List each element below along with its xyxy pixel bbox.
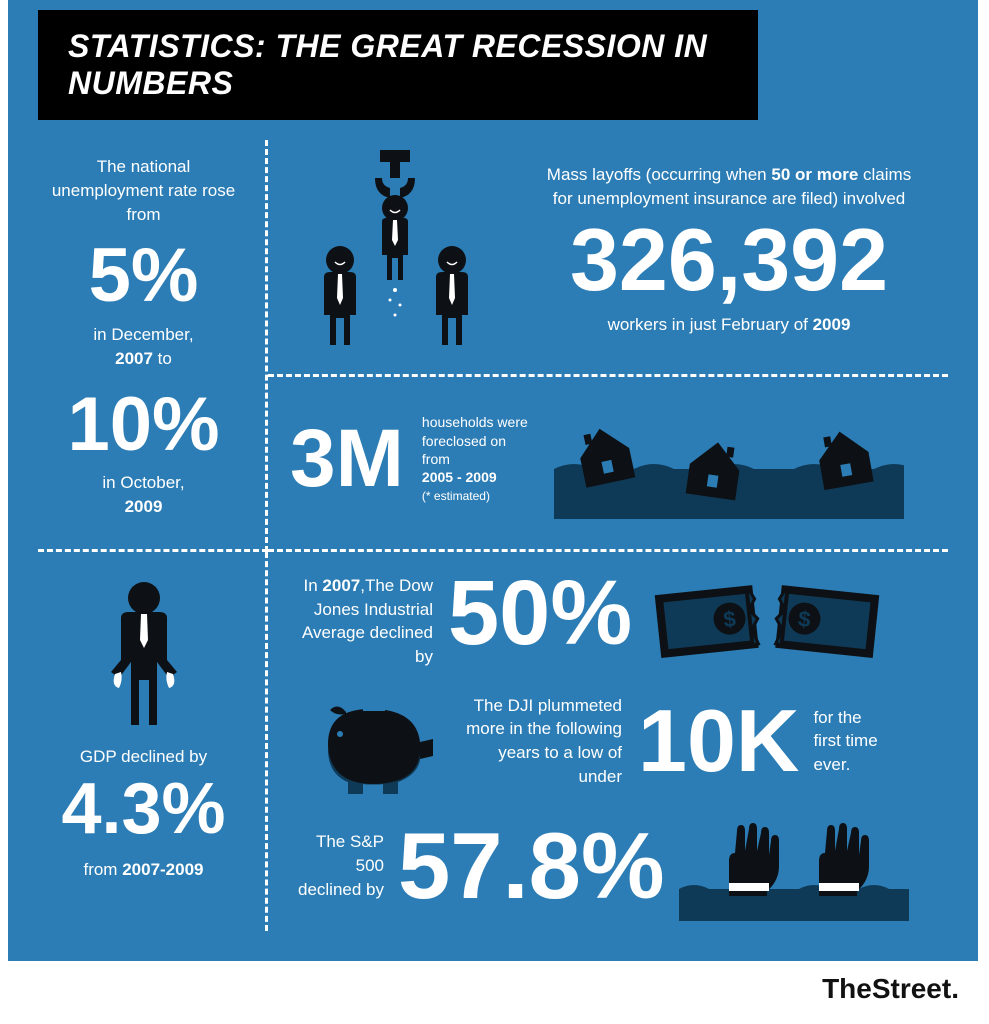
unemployment-rate-1: 5% xyxy=(44,244,243,309)
svg-text:$: $ xyxy=(722,606,737,632)
crane-people-icon xyxy=(290,150,500,350)
dji-pct: 50% xyxy=(448,574,632,652)
layoffs-block: Mass layoffs (occurring when 50 or more … xyxy=(268,140,948,377)
torn-dollar-icon: $ $ xyxy=(652,574,882,674)
dji-row: In 2007,The Dow Jones Industrial Average… xyxy=(298,574,948,674)
foreclosures-number: 3M xyxy=(290,424,404,494)
sp-row: The S&P 500 declined by 57.8% xyxy=(298,811,948,921)
foreclosures-text: households were foreclosed on from 2005 … xyxy=(404,413,554,504)
piggy-bank-icon xyxy=(298,684,448,799)
gdp-number: 4.3% xyxy=(44,779,243,840)
title-banner: STATISTICS: THE GREAT RECESSION IN NUMBE… xyxy=(38,10,758,120)
gdp-text-1: GDP declined by xyxy=(44,745,243,769)
layoffs-text: Mass layoffs (occurring when 50 or more … xyxy=(539,163,919,211)
layoffs-footer: workers in just February of 2009 xyxy=(510,313,948,337)
dji-first: for the first time ever. xyxy=(799,706,879,777)
sp-pct: 57.8% xyxy=(398,826,665,906)
gdp-cell: GDP declined by 4.3% from 2007-2009 xyxy=(38,552,268,931)
brand-footer: TheStreet. xyxy=(0,961,989,1015)
empty-pockets-icon xyxy=(89,580,199,730)
unemployment-cell: The national unemployment rate rose from… xyxy=(38,140,268,552)
content-grid: The national unemployment rate rose from… xyxy=(8,110,978,941)
dji-low: 10K xyxy=(638,704,799,779)
unemployment-rate-2: 10% xyxy=(44,393,243,458)
drowning-hands-icon xyxy=(679,811,909,921)
unemployment-period-2: in October, 2009 xyxy=(44,471,243,519)
right-top-cell: Mass layoffs (occurring when 50 or more … xyxy=(268,140,948,552)
dji-low-row: The DJI plummeted more in the following … xyxy=(298,684,948,799)
unemployment-period-1: in December, 2007 to xyxy=(44,323,243,371)
market-cell: In 2007,The Dow Jones Industrial Average… xyxy=(268,552,948,931)
unemployment-intro: The national unemployment rate rose from xyxy=(44,155,243,226)
svg-text:$: $ xyxy=(797,606,812,632)
sp-text: The S&P 500 declined by xyxy=(298,830,398,901)
infographic-container: STATISTICS: THE GREAT RECESSION IN NUMBE… xyxy=(8,0,978,961)
foreclosures-block: 3M households were foreclosed on from 20… xyxy=(268,377,948,541)
layoffs-number: 326,392 xyxy=(510,223,948,298)
sinking-houses-icon xyxy=(554,399,904,519)
dji-plummet-text: The DJI plummeted more in the following … xyxy=(448,694,638,789)
gdp-text-2: from 2007-2009 xyxy=(44,858,243,882)
dji-intro: In 2007,The Dow Jones Industrial Average… xyxy=(298,574,448,669)
